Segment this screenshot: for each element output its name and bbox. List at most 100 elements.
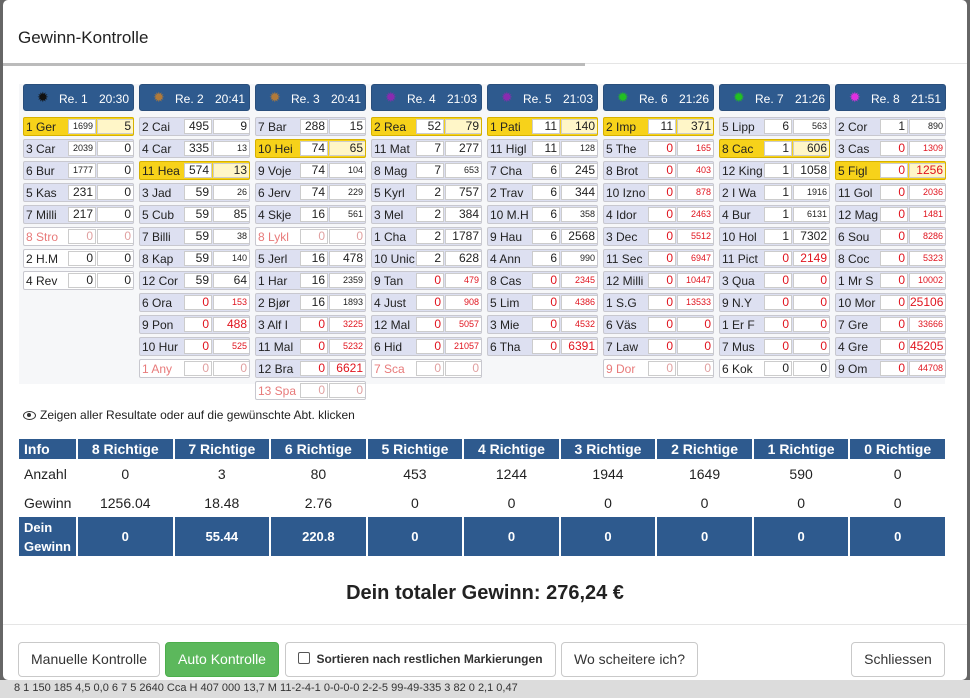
runner-row[interactable]: 7 Gre 0 33666 — [835, 315, 946, 334]
runner-row[interactable]: 6 Sou 0 8286 — [835, 227, 946, 246]
runner-row[interactable]: 6 Kok 0 0 — [719, 359, 830, 378]
runner-row[interactable]: 11 Mat 7 277 — [371, 139, 482, 158]
runner-row[interactable]: 2 Cor 1 890 — [835, 117, 946, 136]
runner-row[interactable]: 8 Cas 0 2345 — [487, 271, 598, 290]
runner-row[interactable]: 4 Rev 0 0 — [23, 271, 134, 290]
sort-checkbox[interactable] — [298, 652, 311, 664]
runner-row[interactable]: 6 Ora 0 153 — [139, 293, 250, 312]
runner-row[interactable]: 2 Trav 6 344 — [487, 183, 598, 202]
runner-row[interactable]: 9 Voje 74 104 — [255, 161, 366, 180]
runner-row[interactable]: 10 Izno 0 878 — [603, 183, 714, 202]
runner-row[interactable]: 3 Dec 0 5512 — [603, 227, 714, 246]
runner-row[interactable]: 5 Lipp 6 563 — [719, 117, 830, 136]
runner-row[interactable]: 10 Hei 74 65 — [255, 139, 366, 158]
runner-row[interactable]: 1 S.G 0 13533 — [603, 293, 714, 312]
runner-row[interactable]: 7 Sca 0 0 — [371, 359, 482, 378]
runner-row[interactable]: 8 Mag 7 653 — [371, 161, 482, 180]
auto-control-button[interactable]: Auto Kontrolle — [165, 642, 279, 677]
runner-row[interactable]: 11 Gol 0 2036 — [835, 183, 946, 202]
runner-row[interactable]: 4 Just 0 908 — [371, 293, 482, 312]
runner-row[interactable]: 10 Hol 1 7302 — [719, 227, 830, 246]
why-fail-button[interactable]: Wo scheitere ich? — [561, 642, 698, 677]
runner-row[interactable]: 5 Cub 59 85 — [139, 205, 250, 224]
manual-control-button[interactable]: Manuelle Kontrolle — [18, 642, 160, 677]
runner-row[interactable]: 9 Om 0 44708 — [835, 359, 946, 378]
runner-row[interactable]: 7 Bar 288 15 — [255, 117, 366, 136]
runner-row[interactable]: 1 Mr S 0 10002 — [835, 271, 946, 290]
runner-row[interactable]: 11 Mal 0 5232 — [255, 337, 366, 356]
runner-row[interactable]: 3 Alf I 0 3225 — [255, 315, 366, 334]
runner-row[interactable]: 10 Unic 2 628 — [371, 249, 482, 268]
runner-row[interactable]: 12 Mal 0 5057 — [371, 315, 482, 334]
runner-row[interactable]: 7 Law 0 0 — [603, 337, 714, 356]
runner-row[interactable]: 7 Milli 217 0 — [23, 205, 134, 224]
runner-row[interactable]: 10 M.H 6 358 — [487, 205, 598, 224]
runner-row[interactable]: 7 Billi 59 38 — [139, 227, 250, 246]
runner-row[interactable]: 7 Cha 6 245 — [487, 161, 598, 180]
race-header-6[interactable]: ✹ Re. 6 21:26 — [603, 84, 714, 111]
runner-row[interactable]: 5 The 0 165 — [603, 139, 714, 158]
runner-row[interactable]: 5 Kas 231 0 — [23, 183, 134, 202]
race-header-4[interactable]: ✹ Re. 4 21:03 — [371, 84, 482, 111]
runner-row[interactable]: 8 Coc 0 5323 — [835, 249, 946, 268]
runner-row[interactable]: 1 Cha 2 1787 — [371, 227, 482, 246]
runner-row[interactable]: 11 Higl 11 128 — [487, 139, 598, 158]
runner-row[interactable]: 9 Hau 6 2568 — [487, 227, 598, 246]
runner-row[interactable]: 4 Skje 16 561 — [255, 205, 366, 224]
runner-row[interactable]: 6 Jerv 74 229 — [255, 183, 366, 202]
runner-row[interactable]: 8 Lykl 0 0 — [255, 227, 366, 246]
results-table[interactable]: Info 8 Richtige 7 Richtige 6 Richtige 5 Rich… — [19, 439, 947, 556]
runner-row[interactable]: 11 Sec 0 6947 — [603, 249, 714, 268]
close-button[interactable]: Schliessen — [851, 642, 945, 677]
runner-row[interactable]: 2 H.M 0 0 — [23, 249, 134, 268]
sort-checkbox-button[interactable]: Sortieren nach restlichen Markierungen — [285, 642, 556, 677]
runner-row[interactable]: 9 N.Y 0 0 — [719, 293, 830, 312]
runner-row[interactable]: 5 Figl 0 1256 — [835, 161, 946, 180]
runner-row[interactable]: 7 Mus 0 0 — [719, 337, 830, 356]
runner-row[interactable]: 12 Cor 59 64 — [139, 271, 250, 290]
race-header-2[interactable]: ✹ Re. 2 20:41 — [139, 84, 250, 111]
runner-row[interactable]: 11 Pict 0 2149 — [719, 249, 830, 268]
runner-row[interactable]: 12 Bra 0 6621 — [255, 359, 366, 378]
runner-row[interactable]: 2 Cai 495 9 — [139, 117, 250, 136]
runner-row[interactable]: 8 Kap 59 140 — [139, 249, 250, 268]
runner-row[interactable]: 3 Cas 0 1309 — [835, 139, 946, 158]
runner-row[interactable]: 3 Mel 2 384 — [371, 205, 482, 224]
runner-row[interactable]: 4 Car 335 13 — [139, 139, 250, 158]
runner-row[interactable]: 4 Gre 0 45205 — [835, 337, 946, 356]
runner-row[interactable]: 3 Car 2039 0 — [23, 139, 134, 158]
runner-row[interactable]: 10 Mor 0 25106 — [835, 293, 946, 312]
runner-row[interactable]: 2 Bjør 16 1893 — [255, 293, 366, 312]
runner-row[interactable]: 1 Pati 11 140 — [487, 117, 598, 136]
runner-row[interactable]: 2 Imp 11 371 — [603, 117, 714, 136]
runner-row[interactable]: 6 Tha 0 6391 — [487, 337, 598, 356]
runner-row[interactable]: 13 Spa 0 0 — [255, 381, 366, 400]
runner-row[interactable]: 9 Dor 0 0 — [603, 359, 714, 378]
runner-row[interactable]: 6 Bur 1777 0 — [23, 161, 134, 180]
runner-row[interactable]: 10 Hur 0 525 — [139, 337, 250, 356]
runner-row[interactable]: 8 Brot 0 403 — [603, 161, 714, 180]
runner-row[interactable]: 2 I Wa 1 1916 — [719, 183, 830, 202]
runner-row[interactable]: 5 Lim 0 4386 — [487, 293, 598, 312]
race-header-3[interactable]: ✹ Re. 3 20:41 — [255, 84, 366, 111]
runner-row[interactable]: 12 Mag 0 1481 — [835, 205, 946, 224]
runner-row[interactable]: 2 Rea 52 79 — [371, 117, 482, 136]
runner-row[interactable]: 1 Har 16 2359 — [255, 271, 366, 290]
runner-row[interactable]: 3 Jad 59 26 — [139, 183, 250, 202]
runner-row[interactable]: 9 Pon 0 488 — [139, 315, 250, 334]
runner-row[interactable]: 8 Cac 1 606 — [719, 139, 830, 158]
runner-row[interactable]: 3 Mie 0 4532 — [487, 315, 598, 334]
runner-row[interactable]: 11 Hea 574 13 — [139, 161, 250, 180]
runner-row[interactable]: 4 Ann 6 990 — [487, 249, 598, 268]
race-header-5[interactable]: ✹ Re. 5 21:03 — [487, 84, 598, 111]
race-header-8[interactable]: ✹ Re. 8 21:51 — [835, 84, 946, 111]
race-header-7[interactable]: ✹ Re. 7 21:26 — [719, 84, 830, 111]
runner-row[interactable]: 3 Qua 0 0 — [719, 271, 830, 290]
runner-row[interactable]: 6 Hid 0 21057 — [371, 337, 482, 356]
runner-row[interactable]: 12 Milli 0 10447 — [603, 271, 714, 290]
runner-row[interactable]: 1 Any 0 0 — [139, 359, 250, 378]
runner-row[interactable]: 6 Väs 0 0 — [603, 315, 714, 334]
race-header-1[interactable]: ✹ Re. 1 20:30 — [23, 84, 134, 111]
runner-row[interactable]: 1 Ger 1699 5 — [23, 117, 134, 136]
